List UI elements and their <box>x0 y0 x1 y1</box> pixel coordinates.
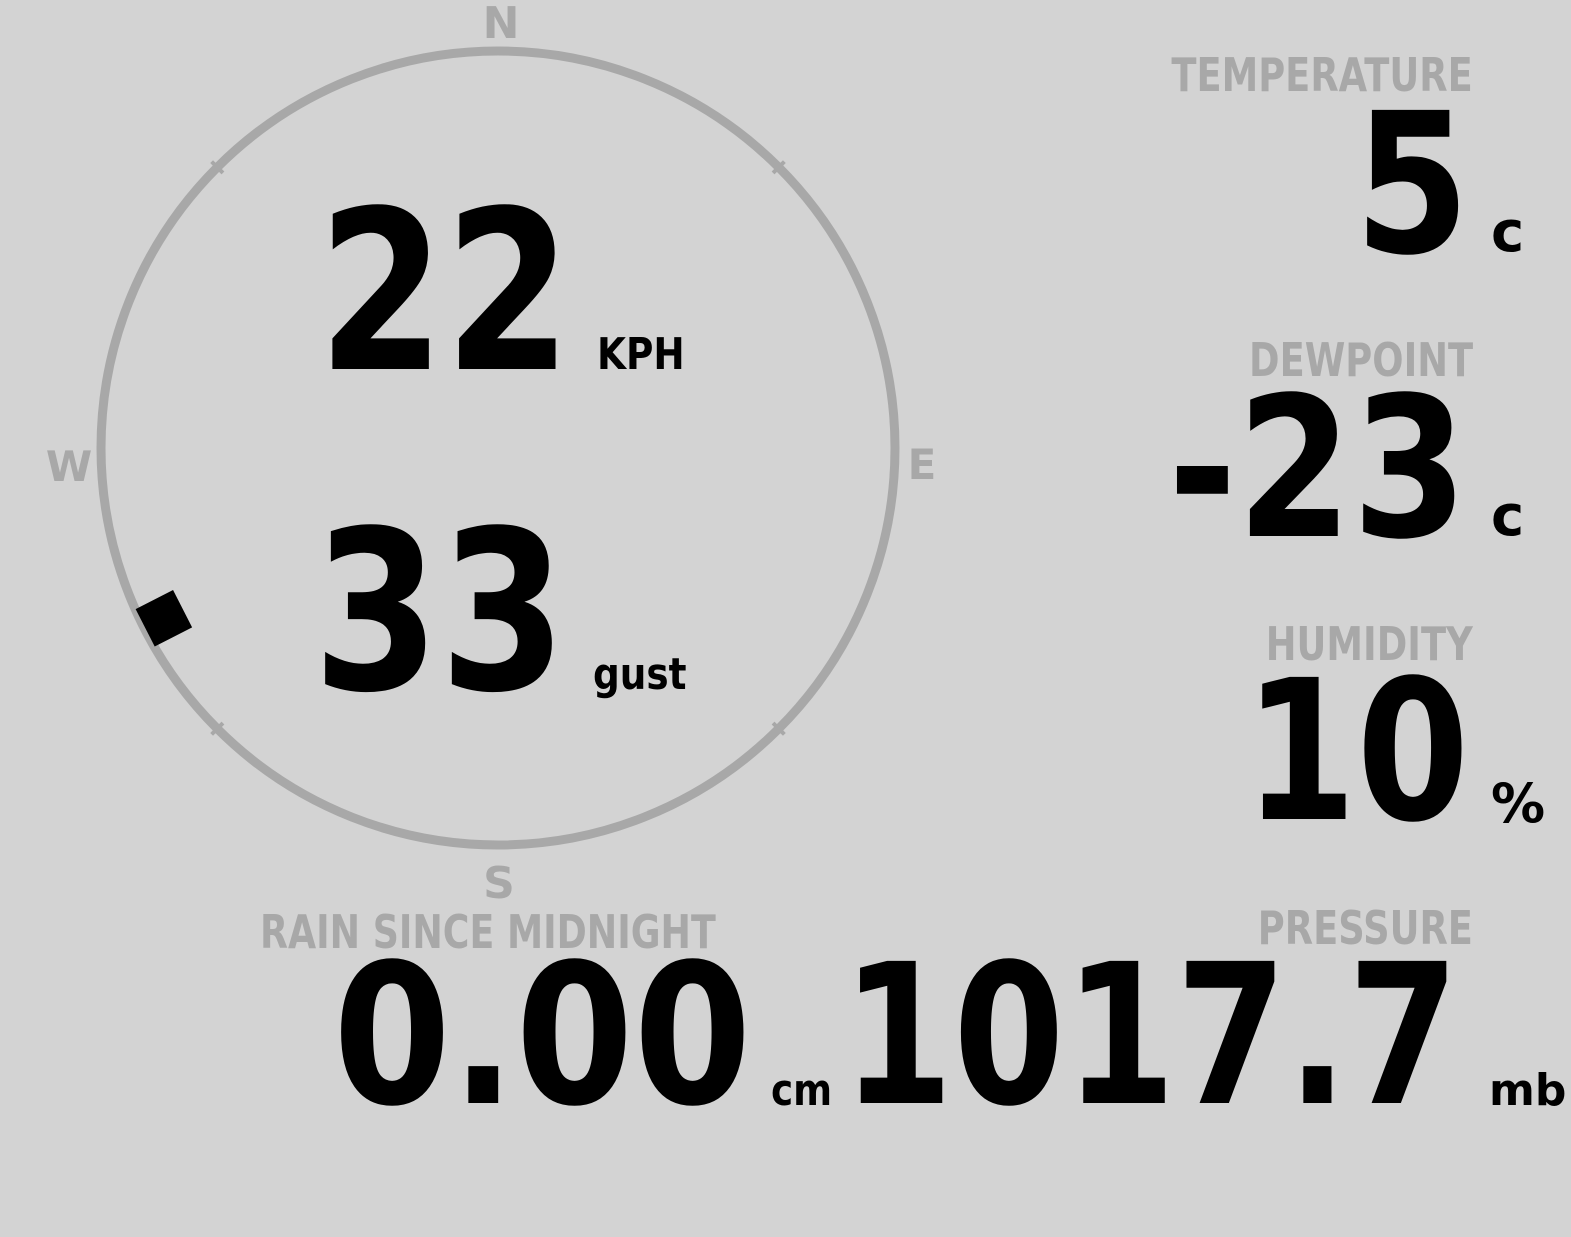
compass-north-label: N <box>482 0 520 49</box>
temperature-label: TEMPERATURE <box>1171 48 1473 102</box>
compass-tick <box>771 160 786 175</box>
compass-east-label: E <box>907 440 937 489</box>
pressure-unit: mb <box>1489 1065 1567 1116</box>
temperature-unit: c <box>1491 200 1525 265</box>
wind-speed-unit: KPH <box>597 329 685 380</box>
rain-label: RAIN SINCE MIDNIGHT <box>260 905 716 959</box>
compass-tick <box>210 721 225 736</box>
temperature-value: 5 <box>1354 71 1470 298</box>
pressure-value: 1017.7 <box>842 922 1460 1149</box>
compass-west-label: W <box>45 442 93 491</box>
compass-ring <box>96 46 900 850</box>
wind-direction-pointer <box>135 590 193 647</box>
pressure-label: PRESSURE <box>1257 901 1473 955</box>
dewpoint-value: -23 <box>1168 355 1468 582</box>
dewpoint-unit: c <box>1491 484 1525 549</box>
dewpoint-label: DEWPOINT <box>1248 333 1473 387</box>
compass-ticks <box>210 160 786 736</box>
compass-tick <box>771 721 786 736</box>
humidity-unit: % <box>1491 772 1546 835</box>
compass-south-label: S <box>483 858 515 909</box>
wind-gust-value: 33 <box>313 484 567 742</box>
compass-tick <box>210 160 225 175</box>
rain-unit: cm <box>771 1065 833 1116</box>
humidity-label: HUMIDITY <box>1266 617 1473 671</box>
wind-speed-value: 22 <box>318 164 572 422</box>
wind-gust-unit: gust <box>593 649 687 700</box>
humidity-value: 10 <box>1244 638 1470 865</box>
rain-value: 0.00 <box>333 922 752 1149</box>
